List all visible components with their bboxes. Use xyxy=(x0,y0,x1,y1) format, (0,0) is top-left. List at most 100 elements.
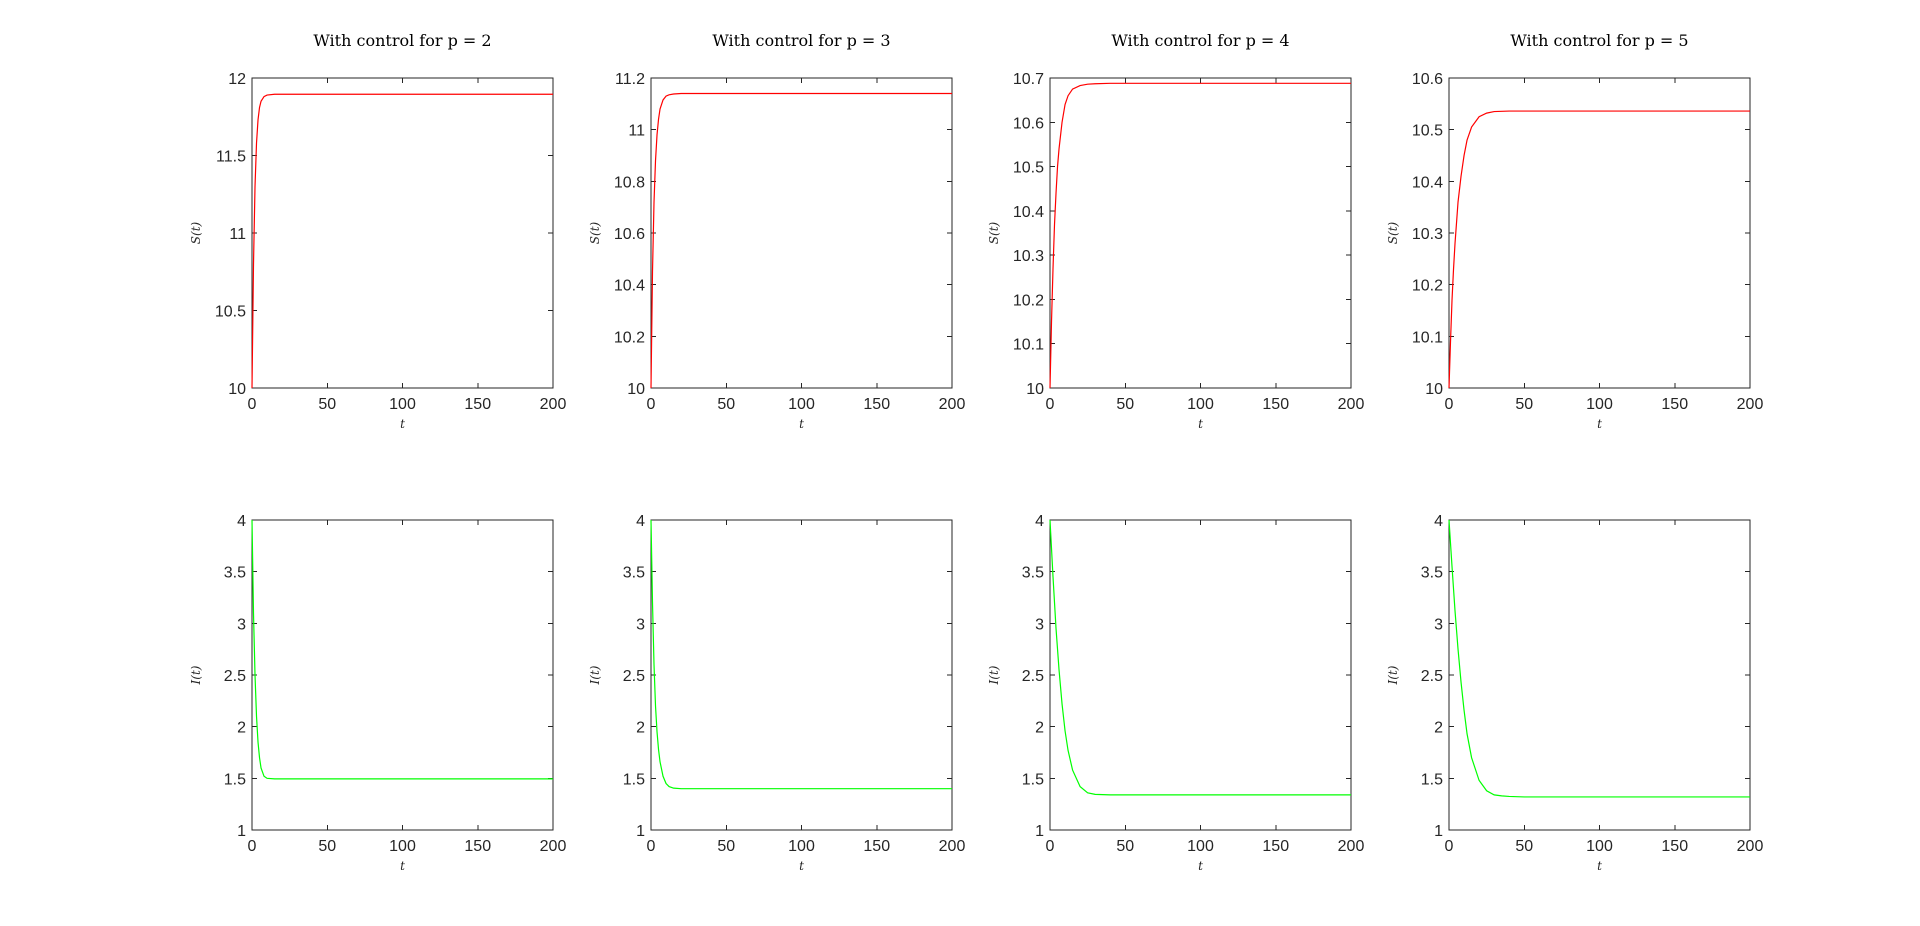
x-tick-label-i_p5: 0 xyxy=(1445,838,1454,855)
x-tick-label-i_p3: 200 xyxy=(939,838,966,855)
x-tick-label-i_p4: 150 xyxy=(1262,838,1289,855)
y-tick-label-i_p3: 3 xyxy=(636,616,645,633)
plot-frame-s_p3 xyxy=(650,77,953,389)
y-tick-label-i_p4: 3 xyxy=(1035,616,1044,633)
y-tick-label-i_p4: 2 xyxy=(1035,720,1044,737)
y-tick-label-s_p5: 10.6 xyxy=(1412,71,1443,88)
y-tick-label-i_p3: 2 xyxy=(636,720,645,737)
x-tick-label-s_p4: 200 xyxy=(1338,396,1365,413)
x-tick-label-i_p5: 200 xyxy=(1737,838,1764,855)
x-axis-label-i_p3: t xyxy=(799,859,804,873)
y-axis-label-s_p5: S(t) xyxy=(1386,221,1400,244)
x-tick-label-s_p2: 200 xyxy=(540,396,567,413)
y-tick-label-s_p5: 10.2 xyxy=(1412,278,1443,295)
y-tick-label-i_p2: 2 xyxy=(237,720,246,737)
x-tick-label-s_p5: 0 xyxy=(1445,396,1454,413)
y-tick-label-i_p5: 1.5 xyxy=(1421,771,1443,788)
x-axis-label-s_p2: t xyxy=(400,417,405,431)
x-tick-label-s_p4: 150 xyxy=(1262,396,1289,413)
y-axis-label-i_p2: I(t) xyxy=(189,665,203,685)
y-axis-label-i_p5: I(t) xyxy=(1386,665,1400,685)
y-tick-label-s_p3: 10.6 xyxy=(614,226,645,243)
y-tick-label-s_p4: 10 xyxy=(1026,381,1044,398)
x-tick-label-i_p5: 50 xyxy=(1515,838,1533,855)
y-tick-label-i_p5: 2.5 xyxy=(1421,668,1443,685)
y-tick-label-s_p5: 10 xyxy=(1425,381,1443,398)
x-tick-label-s_p2: 50 xyxy=(318,396,336,413)
series-line-s_p4 xyxy=(1049,82,1351,389)
series-line-i_p5 xyxy=(1448,519,1750,798)
x-tick-label-i_p4: 200 xyxy=(1338,838,1365,855)
x-tick-label-s_p2: 150 xyxy=(464,396,491,413)
plot-frame-i_p3 xyxy=(650,519,953,831)
x-tick-label-i_p5: 150 xyxy=(1661,838,1688,855)
x-tick-label-i_p2: 200 xyxy=(540,838,567,855)
x-axis-label-s_p5: t xyxy=(1597,417,1602,431)
y-tick-label-s_p3: 11 xyxy=(628,123,645,140)
x-tick-label-s_p3: 100 xyxy=(788,396,815,413)
x-tick-label-s_p5: 100 xyxy=(1586,396,1613,413)
subplot-s_p4: 0 50 100 150 200 10 10.1 10.2 10.3 10.4 10.5 10.6 10… xyxy=(987,31,1364,431)
x-axis-label-s_p4: t xyxy=(1198,417,1203,431)
y-axis-label-i_p3: I(t) xyxy=(588,665,602,685)
y-tick-label-s_p4: 10.6 xyxy=(1013,115,1044,132)
x-tick-label-i_p2: 50 xyxy=(318,838,336,855)
y-tick-label-i_p2: 1 xyxy=(237,823,246,840)
plot-frame-i_p4 xyxy=(1049,519,1352,831)
y-tick-label-s_p2: 11 xyxy=(229,226,246,243)
subplot-i_p4: 0 50 100 150 200 1 1.5 2 2.5 3 3.5 4 t I(t) xyxy=(987,513,1364,873)
y-tick-label-i_p5: 2 xyxy=(1434,720,1443,737)
x-tick-label-s_p3: 150 xyxy=(863,396,890,413)
y-axis-label-s_p2: S(t) xyxy=(189,221,203,244)
x-tick-label-s_p2: 0 xyxy=(248,396,257,413)
x-tick-label-i_p3: 50 xyxy=(717,838,735,855)
subplot-title-s_p2: With control for p = 2 xyxy=(313,31,491,50)
x-tick-label-s_p3: 200 xyxy=(939,396,966,413)
y-tick-label-i_p5: 3.5 xyxy=(1421,565,1443,582)
x-tick-label-i_p3: 150 xyxy=(863,838,890,855)
x-tick-label-i_p4: 0 xyxy=(1046,838,1055,855)
x-axis-label-i_p4: t xyxy=(1198,859,1203,873)
subplot-s_p3: 0 50 100 150 200 10 10.2 10.4 10.6 10.8 11 11.2 With… xyxy=(588,31,965,431)
y-tick-label-i_p2: 3.5 xyxy=(224,565,246,582)
y-axis-label-s_p4: S(t) xyxy=(987,221,1001,244)
y-tick-label-i_p3: 1.5 xyxy=(623,771,645,788)
y-tick-label-i_p4: 3.5 xyxy=(1022,565,1044,582)
y-tick-label-s_p5: 10.4 xyxy=(1412,174,1443,191)
x-tick-label-i_p4: 50 xyxy=(1116,838,1134,855)
y-tick-label-s_p2: 11.5 xyxy=(216,149,246,166)
y-tick-label-i_p2: 2.5 xyxy=(224,668,246,685)
y-tick-label-s_p5: 10.3 xyxy=(1412,226,1443,243)
plot-frame-s_p5 xyxy=(1448,77,1751,389)
y-tick-label-i_p5: 4 xyxy=(1434,513,1443,530)
y-tick-label-i_p2: 3 xyxy=(237,616,246,633)
y-tick-label-s_p3: 10 xyxy=(627,381,645,398)
x-tick-label-i_p5: 100 xyxy=(1586,838,1613,855)
y-tick-label-i_p4: 1 xyxy=(1035,823,1044,840)
x-tick-label-i_p3: 100 xyxy=(788,838,815,855)
subplot-i_p5: 0 50 100 150 200 1 1.5 2 2.5 3 3.5 4 t I(t) xyxy=(1386,513,1763,873)
x-tick-label-i_p4: 100 xyxy=(1187,838,1214,855)
y-tick-label-i_p5: 3 xyxy=(1434,616,1443,633)
y-tick-label-s_p3: 10.2 xyxy=(614,329,645,346)
plot-frame-i_p2 xyxy=(251,519,554,831)
x-axis-label-s_p3: t xyxy=(799,417,804,431)
y-tick-label-i_p3: 1 xyxy=(636,823,645,840)
plot-frame-s_p4 xyxy=(1049,77,1352,389)
x-tick-label-s_p4: 0 xyxy=(1046,396,1055,413)
subplot-s_p5: 0 50 100 150 200 10 10.1 10.2 10.3 10.4 10.5 10.6 Wi… xyxy=(1386,31,1763,431)
subplot-title-s_p5: With control for p = 5 xyxy=(1510,31,1688,50)
y-tick-label-s_p4: 10.7 xyxy=(1013,71,1044,88)
x-tick-label-s_p4: 100 xyxy=(1187,396,1214,413)
subplot-s_p2: 0 50 100 150 200 10 10.5 11 11.5 12 With control f… xyxy=(189,31,566,431)
x-tick-label-s_p5: 200 xyxy=(1737,396,1764,413)
y-tick-label-i_p4: 2.5 xyxy=(1022,668,1044,685)
series-line-s_p2 xyxy=(251,93,553,389)
y-tick-label-i_p3: 3.5 xyxy=(623,565,645,582)
y-axis-label-i_p4: I(t) xyxy=(987,665,1001,685)
y-tick-label-s_p4: 10.4 xyxy=(1013,204,1044,221)
series-line-s_p5 xyxy=(1448,110,1750,389)
y-tick-label-s_p4: 10.2 xyxy=(1013,292,1044,309)
x-axis-label-i_p5: t xyxy=(1597,859,1602,873)
